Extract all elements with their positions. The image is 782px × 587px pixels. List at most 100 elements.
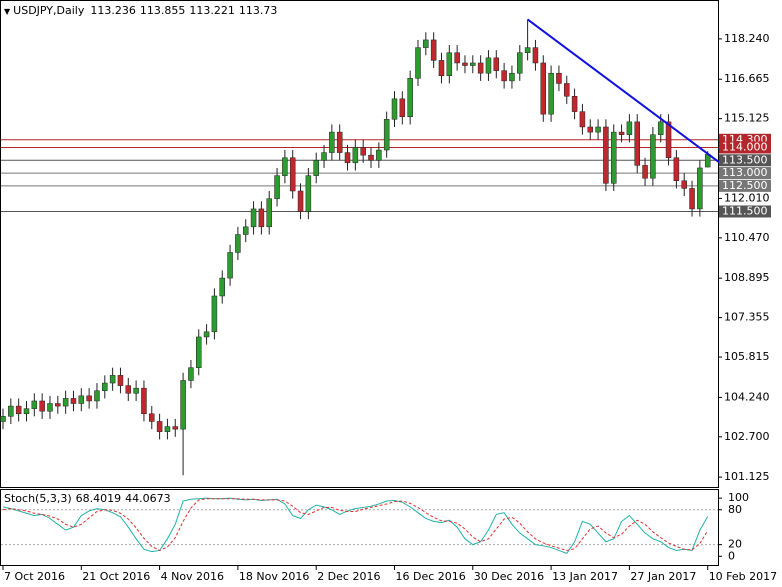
candle-body xyxy=(109,375,116,384)
candle-body xyxy=(360,147,366,156)
candle-body xyxy=(642,165,648,179)
candle-body xyxy=(117,375,124,386)
y-tick-label: 104.240 xyxy=(724,390,770,403)
header-arrow: ▼ xyxy=(4,7,11,16)
indicator-header: Stoch(5,3,3) 68.4019 44.0673 xyxy=(4,492,171,505)
indicator-name: Stoch(5,3,3) xyxy=(4,492,72,505)
candle-body xyxy=(156,421,163,432)
candle-body xyxy=(477,62,484,74)
candle-body xyxy=(282,157,288,176)
candle-body xyxy=(376,149,382,161)
candle-body xyxy=(0,416,6,422)
candle-body xyxy=(579,111,586,128)
candle-body xyxy=(196,336,202,368)
trendline xyxy=(527,18,724,167)
candle-body xyxy=(352,147,359,164)
candle-body xyxy=(681,180,687,189)
candle-body xyxy=(657,121,664,135)
k-last: 68.4019 xyxy=(76,492,122,505)
candle-body xyxy=(344,152,351,164)
candle-body xyxy=(70,398,77,404)
candle-body xyxy=(289,157,296,192)
stoch-signal xyxy=(2,498,709,552)
candle-body xyxy=(149,413,155,422)
candle-body xyxy=(141,387,147,415)
indicator-panel xyxy=(0,489,719,566)
last-open: 113.236 xyxy=(90,4,136,17)
x-tick-label: 16 Dec 2016 xyxy=(396,570,466,583)
candle-body xyxy=(548,72,554,115)
candle-body xyxy=(336,131,343,153)
level-label: 113.500 xyxy=(722,153,768,166)
candle-body xyxy=(517,52,523,74)
candle-body xyxy=(242,226,249,235)
candle-body xyxy=(532,47,539,64)
candle-body xyxy=(430,39,437,61)
candle-body xyxy=(133,387,139,394)
last-low: 113.221 xyxy=(189,4,235,17)
candle-body xyxy=(407,78,413,117)
candle-body xyxy=(203,331,210,338)
candle-body xyxy=(188,367,194,381)
candle-body xyxy=(250,208,257,228)
candle-body xyxy=(603,126,609,184)
indicator-tick-label: 80 xyxy=(728,503,742,516)
d-last: 44.0673 xyxy=(125,492,171,505)
candle-body xyxy=(125,385,132,394)
candle-body xyxy=(172,426,179,430)
candle-body xyxy=(383,119,390,151)
indicator-tick-label: 20 xyxy=(728,538,742,551)
indicator-tick-label: 100 xyxy=(728,491,749,504)
y-tick-label: 115.125 xyxy=(724,112,770,125)
level-label-box xyxy=(719,167,771,180)
y-tick-label: 116.665 xyxy=(724,72,770,85)
y-tick-label: 102.700 xyxy=(724,430,770,443)
candle-body xyxy=(634,121,640,166)
candle-body xyxy=(564,83,570,97)
candle-body xyxy=(485,57,492,74)
candle-body xyxy=(470,62,476,66)
y-tick-label: 112.010 xyxy=(724,191,770,204)
x-tick-label: 10 Feb 2017 xyxy=(709,570,777,583)
candle-body xyxy=(211,295,218,333)
candle-body xyxy=(399,98,406,117)
candle-body xyxy=(266,198,272,228)
candle-body xyxy=(15,405,22,415)
candle-body xyxy=(509,72,515,82)
candle-body xyxy=(689,188,695,210)
candle-body xyxy=(219,277,225,297)
candle-body xyxy=(626,121,633,135)
candle-body xyxy=(23,408,30,415)
y-tick-label: 108.895 xyxy=(724,271,770,284)
candle-body xyxy=(704,154,711,168)
last-high: 113.855 xyxy=(140,4,186,17)
x-tick-label: 4 Nov 2016 xyxy=(161,570,224,583)
candle-body xyxy=(86,395,92,402)
x-tick-label: 21 Oct 2016 xyxy=(82,570,150,583)
level-label-box xyxy=(719,205,771,218)
candle-body xyxy=(697,167,703,210)
level-label-box xyxy=(719,179,771,192)
candle-body xyxy=(391,98,398,120)
candle-body xyxy=(415,47,421,79)
candle-body xyxy=(610,131,617,184)
candle-body xyxy=(55,403,61,407)
candle-body xyxy=(673,157,680,182)
chart-header: ▼ USDJPY,Daily 113.236 113.855 113.221 113.73 xyxy=(4,4,277,17)
main-panel xyxy=(0,0,719,488)
x-tick-label: 30 Dec 2016 xyxy=(474,570,544,583)
candle-body xyxy=(446,52,453,77)
x-tick-label: 13 Jan 2017 xyxy=(552,570,618,583)
level-label-box xyxy=(719,154,771,167)
candle-body xyxy=(462,62,468,66)
candle-body xyxy=(650,134,656,179)
symbol: USDJPY,Daily xyxy=(13,4,85,17)
candle-body xyxy=(438,60,445,77)
candle-body xyxy=(227,252,233,279)
y-tick-label: 110.470 xyxy=(724,231,770,244)
y-tick-label: 105.815 xyxy=(724,350,770,363)
level-label-box xyxy=(719,141,771,154)
y-tick-label: 118.240 xyxy=(724,32,770,45)
indicator-tick-label: 0 xyxy=(728,549,735,562)
